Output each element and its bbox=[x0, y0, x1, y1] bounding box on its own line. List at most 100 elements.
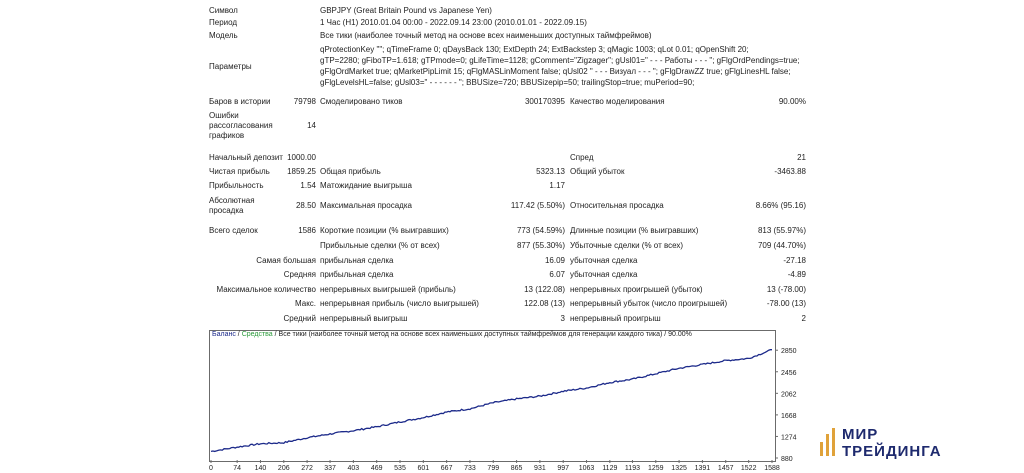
loss-trades-value: 709 (44.70%) bbox=[757, 241, 806, 250]
x-tick-label: 601 bbox=[417, 465, 429, 472]
maxcons-wins-label: непрерывных выигрышей (прибыль) bbox=[320, 285, 456, 294]
params-line: gTP=2280; gFiboTP=1.618; gTPmode=0; gLif… bbox=[320, 56, 800, 65]
x-tick-label: 1063 bbox=[579, 465, 595, 472]
x-tick-label: 1193 bbox=[625, 465, 640, 472]
quality-label: Качество моделирования bbox=[570, 97, 665, 106]
y-tick-label: 880 bbox=[781, 456, 793, 463]
short-label: Короткие позиции (% выигравших) bbox=[320, 226, 449, 235]
chart-header-rest: / Все тики (наиболее точный метод на осн… bbox=[272, 331, 692, 338]
errors-label-3: графиков bbox=[209, 131, 245, 140]
profit-trades-value: 877 (55.30%) bbox=[516, 241, 565, 250]
avg-profit-value: 6.07 bbox=[549, 270, 565, 279]
x-tick-label: 206 bbox=[278, 465, 290, 472]
deposit-value: 1000.00 bbox=[287, 153, 316, 162]
long-label: Длинные позиции (% выигравших) bbox=[570, 226, 699, 235]
chart-header: Баланс / Средства / Все тики (наиболее т… bbox=[212, 331, 692, 338]
maxconsp-label: Макс. bbox=[294, 299, 316, 308]
absdd-label-2: просадка bbox=[209, 206, 244, 215]
errors-value: 14 bbox=[307, 121, 316, 130]
params-line: gFlgLevelsHL=false; gUsl03=" - - - - - -… bbox=[320, 78, 695, 87]
expected-value: 1.17 bbox=[549, 181, 565, 190]
netprofit-label: Чистая прибыль bbox=[209, 167, 270, 176]
loss-trades-label: Убыточные сделки (% от всех) bbox=[570, 241, 684, 250]
x-tick-label: 667 bbox=[441, 465, 453, 472]
maxdd-label: Максимальная просадка bbox=[320, 201, 412, 210]
maxconsp-losses-value: -78.00 (13) bbox=[766, 299, 806, 308]
largest-label: Самая большая bbox=[256, 256, 316, 265]
params-label: Параметры bbox=[209, 62, 252, 71]
maxconsp-losses-label: непрерывный убыток (число проигрышей) bbox=[570, 299, 728, 308]
avgcons-label: Средний bbox=[283, 314, 316, 323]
period-label: Период bbox=[209, 18, 238, 27]
errors-label-1: Ошибки bbox=[209, 111, 239, 120]
avg-loss-label: убыточная сделка bbox=[570, 270, 638, 279]
chart-header-sep: / bbox=[235, 331, 242, 338]
bars-label: Баров в истории bbox=[209, 97, 271, 106]
x-tick-label: 74 bbox=[233, 465, 241, 472]
largest-profit-value: 16.09 bbox=[544, 256, 565, 265]
reldd-label: Относительная просадка bbox=[570, 201, 664, 210]
x-tick-label: 997 bbox=[557, 465, 569, 472]
model-value: Все тики (наиболее точный метод на основ… bbox=[320, 31, 652, 40]
x-tick-label: 469 bbox=[371, 465, 383, 472]
expected-label: Матожидание выигрыша bbox=[320, 181, 412, 190]
balance-series-line bbox=[210, 349, 772, 453]
x-tick-label: 1325 bbox=[671, 465, 687, 472]
params-text: qProtectionKey ""; qTimeFrame 0; qDaysBa… bbox=[320, 44, 800, 88]
watermark-line2: ТРЕЙДИНГА bbox=[842, 443, 942, 460]
bars-value: 79798 bbox=[293, 97, 316, 106]
avgcons-wins-label: непрерывный выигрыш bbox=[320, 314, 408, 323]
pf-value: 1.54 bbox=[300, 181, 316, 190]
avg-profit-label: прибыльная сделка bbox=[320, 270, 394, 279]
period-value: 1 Час (H1) 2010.01.04 00:00 - 2022.09.14… bbox=[320, 18, 587, 27]
x-tick-label: 799 bbox=[487, 465, 499, 472]
ticks-value: 300170395 bbox=[524, 97, 565, 106]
largest-profit-label: прибыльная сделка bbox=[320, 256, 394, 265]
quality-value: 90.00% bbox=[778, 97, 806, 106]
profit-trades-label: Прибыльные сделки (% от всех) bbox=[320, 241, 440, 250]
x-tick-label: 1457 bbox=[718, 465, 734, 472]
model-label: Модель bbox=[209, 31, 238, 40]
maxconsp-wins-value: 122.08 (13) bbox=[524, 299, 565, 308]
y-tick-label: 2456 bbox=[781, 370, 797, 377]
y-tick-label: 1668 bbox=[781, 413, 797, 420]
symbol-label: Символ bbox=[209, 6, 238, 15]
balance-chart-frame bbox=[209, 330, 776, 462]
x-tick-label: 272 bbox=[301, 465, 313, 472]
maxcons-wins-value: 13 (122.08) bbox=[524, 285, 565, 294]
x-tick-label: 140 bbox=[255, 465, 267, 472]
params-line: qProtectionKey ""; qTimeFrame 0; qDaysBa… bbox=[320, 45, 749, 54]
trades-label: Всего сделок bbox=[209, 226, 258, 235]
symbol-value: GBPJPY (Great Britain Pound vs Japanese … bbox=[320, 6, 492, 15]
pf-label: Прибыльность bbox=[209, 181, 264, 190]
x-tick-label: 1391 bbox=[695, 465, 711, 472]
watermark-logo-icon bbox=[820, 428, 835, 456]
avgcons-losses-label: непрерывный проигрыш bbox=[570, 314, 661, 323]
avgcons-losses-value: 2 bbox=[801, 314, 806, 323]
netprofit-value: 1859.25 bbox=[287, 167, 316, 176]
x-tick-label: 733 bbox=[464, 465, 476, 472]
x-tick-label: 1129 bbox=[602, 465, 617, 472]
absdd-label-1: Абсолютная bbox=[209, 196, 255, 205]
ticks-label: Смоделировано тиков bbox=[320, 97, 403, 106]
params-line: gFlgOrdMarket true; qMarketPipLimit 15; … bbox=[320, 67, 791, 76]
reldd-value: 8.66% (95.16) bbox=[755, 201, 806, 210]
maxdd-value: 117.42 (5.50%) bbox=[510, 201, 565, 210]
largest-loss-value: -27.18 bbox=[783, 256, 806, 265]
watermark-line1: МИР bbox=[842, 426, 879, 443]
maxcons-label: Максимальное количество bbox=[216, 285, 316, 294]
avg-label: Средняя bbox=[283, 270, 316, 279]
x-tick-label: 403 bbox=[348, 465, 360, 472]
short-value: 773 (54.59%) bbox=[516, 226, 565, 235]
y-tick-label: 2062 bbox=[781, 391, 797, 398]
chart-header-equity: Средства bbox=[241, 331, 273, 338]
chart-header-balance: Баланс bbox=[212, 331, 236, 338]
x-tick-label: 1522 bbox=[741, 465, 757, 472]
deposit-label: Начальный депозит bbox=[209, 153, 283, 162]
trades-value: 1586 bbox=[298, 226, 316, 235]
spread-label: Спред bbox=[570, 153, 594, 162]
grossprofit-label: Общая прибыль bbox=[320, 167, 381, 176]
long-value: 813 (55.97%) bbox=[757, 226, 806, 235]
x-tick-label: 1588 bbox=[764, 465, 780, 472]
avg-loss-value: -4.89 bbox=[787, 270, 806, 279]
